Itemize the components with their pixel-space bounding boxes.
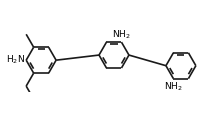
Text: H$_2$N: H$_2$N: [6, 54, 25, 66]
Text: NH$_2$: NH$_2$: [164, 80, 183, 93]
Text: NH$_2$: NH$_2$: [112, 28, 131, 40]
